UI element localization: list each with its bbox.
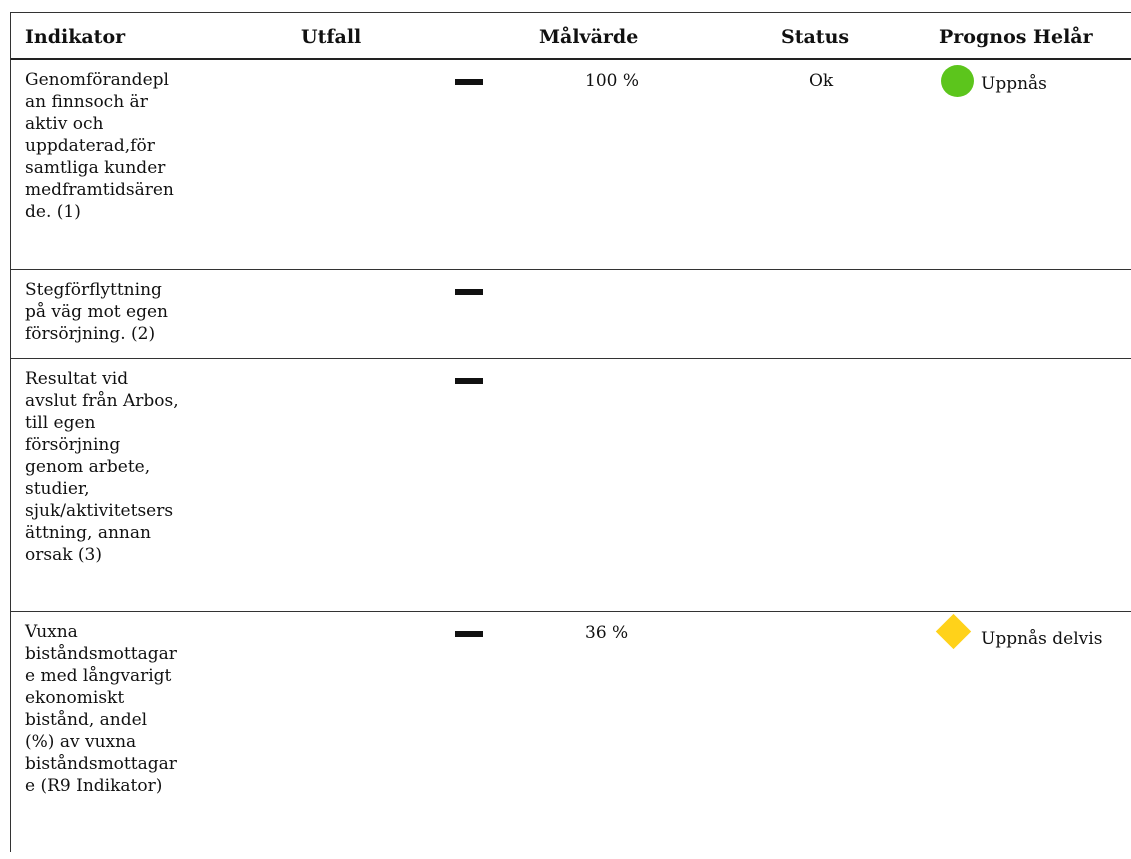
header-prognos: Prognos Helår	[939, 26, 1093, 48]
header-malvarde: Målvärde	[539, 26, 639, 48]
prognos-cell: Uppnås	[981, 74, 1047, 94]
header-utfall: Utfall	[301, 26, 362, 48]
status-cell: Ok	[809, 71, 834, 91]
utfall-dash-icon	[455, 79, 483, 85]
prognos-cell: Uppnås delvis	[981, 629, 1103, 649]
utfall-dash-icon	[455, 378, 483, 384]
malvarde-cell: 36 %	[585, 623, 629, 643]
utfall-dash-icon	[455, 289, 483, 295]
utfall-dash-icon	[455, 631, 483, 637]
malvarde-cell: 100 %	[585, 71, 640, 91]
indikator-cell: Stegförflyttning på väg mot egen försörj…	[25, 280, 168, 344]
indicator-table: Indikator Utfall Målvärde Status Prognos…	[10, 12, 1131, 852]
indikator-cell: Vuxna biståndsmottagar e med långvarigt …	[25, 622, 177, 796]
indikator-cell: Resultat vid avslut från Arbos, till ege…	[25, 369, 179, 565]
table-row: Genomförandepl an finnsoch är aktiv och …	[11, 60, 1131, 270]
indikator-cell: Genomförandepl an finnsoch är aktiv och …	[25, 70, 174, 222]
table-row: Stegförflyttning på väg mot egen försörj…	[11, 270, 1131, 359]
table-row: Resultat vid avslut från Arbos, till ege…	[11, 359, 1131, 612]
header-indikator: Indikator	[25, 26, 126, 48]
table-row: Vuxna biståndsmottagar e med långvarigt …	[11, 612, 1131, 852]
header-status: Status	[781, 26, 850, 48]
green-circle-icon	[941, 65, 974, 97]
table-header-row: Indikator Utfall Målvärde Status Prognos…	[11, 13, 1131, 60]
